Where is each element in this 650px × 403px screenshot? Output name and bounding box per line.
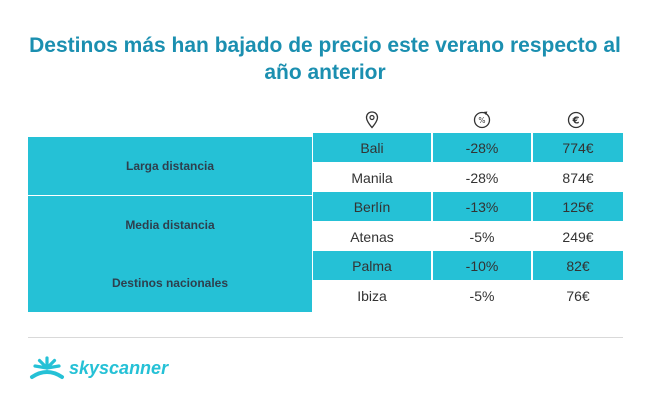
destination-cell: Manila [351,169,393,186]
title-line-2: año anterior [264,61,386,84]
destination-cell: Ibiza [357,287,387,304]
price-change-cell: -28% [433,133,531,162]
price-cell: 82€ [533,251,623,280]
title-line-1: Destinos más han bajado de precio este v… [29,34,621,57]
price-change-cell: -5% [469,287,495,304]
svg-text:%: % [478,116,485,125]
percent-down-icon: % [473,111,491,129]
table-header: % € [0,109,650,131]
group-label-long-distance: Larga distancia [28,137,312,195]
skyscanner-logo: skyscanner [28,355,208,383]
brand-name: skyscanner [69,358,169,378]
table-row: Bali -28% 774€ [313,133,623,162]
group-label-domestic: Destinos nacionales [28,254,312,312]
price-cell: 774€ [533,133,623,162]
location-pin-icon [365,111,379,129]
price-cell: 249€ [562,228,594,245]
price-change-cell: -13% [433,192,531,221]
table-row: Ibiza -5% 76€ [313,281,623,310]
price-cell: 76€ [566,287,590,304]
destination-cell: Palma [313,251,431,280]
table-row: Berlín -13% 125€ [313,192,623,221]
table-row: Palma -10% 82€ [313,251,623,280]
page-title: Destinos más han bajado de precio este v… [0,32,650,86]
table-row: Manila -28% 874€ [313,163,623,192]
destination-cell: Bali [313,133,431,162]
svg-text:€: € [572,116,580,127]
destination-cell: Atenas [350,228,394,245]
price-change-cell: -5% [469,228,495,245]
price-cell: 874€ [562,169,594,186]
euro-icon: € [567,111,585,129]
price-cell: 125€ [533,192,623,221]
destination-cell: Berlín [313,192,431,221]
divider [28,337,623,338]
price-change-cell: -28% [465,169,499,186]
group-label-medium-distance: Media distancia [28,196,312,254]
price-change-cell: -10% [433,251,531,280]
sunrise-logo-icon [30,356,64,379]
table-row: Atenas -5% 249€ [313,222,623,251]
